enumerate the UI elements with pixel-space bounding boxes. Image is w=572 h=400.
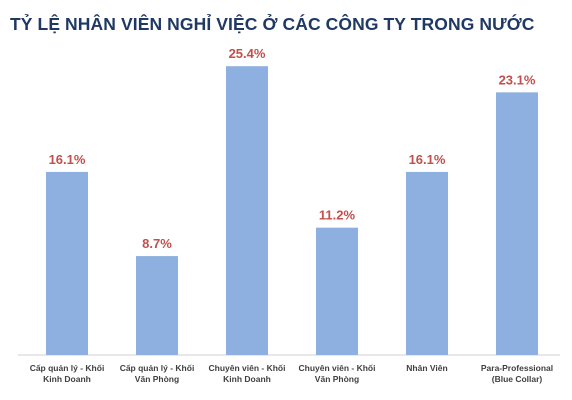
value-label-4: 11.2%: [319, 208, 356, 223]
category-label-5: Nhân Viên: [406, 363, 447, 373]
category-labels-group: Cấp quản lý - Khối Kinh Doanh Cấp quản lý …: [30, 363, 553, 384]
bars-group: [46, 66, 538, 355]
chart-title: TỶ LỆ NHÂN VIÊN NGHỈ VIỆC Ở CÁC CÔNG TY …: [10, 14, 535, 34]
value-labels-group: 16.1% 8.7% 25.4% 11.2% 16.1% 23.1%: [49, 46, 536, 251]
value-label-6: 23.1%: [499, 72, 536, 87]
bar-2: [136, 256, 178, 355]
category-label-4: Chuyên viên - Khối Văn Phòng: [299, 363, 376, 384]
value-label-1: 16.1%: [49, 152, 86, 167]
bar-6: [496, 92, 538, 355]
bar-3: [226, 66, 268, 355]
bar-4: [316, 227, 358, 355]
category-label-3: Chuyên viên - Khối Kinh Doanh: [209, 363, 286, 384]
bar-5: [406, 171, 448, 355]
value-label-2: 8.7%: [142, 236, 172, 251]
category-label-1: Cấp quản lý - Khối Kinh Doanh: [30, 363, 105, 384]
bar-1: [46, 171, 88, 355]
value-label-3: 25.4%: [229, 46, 266, 61]
value-label-5: 16.1%: [409, 152, 446, 167]
category-label-2: Cấp quản lý - Khối Văn Phòng: [120, 363, 195, 384]
category-label-6: Para-Professional (Blue Collar): [481, 363, 553, 384]
